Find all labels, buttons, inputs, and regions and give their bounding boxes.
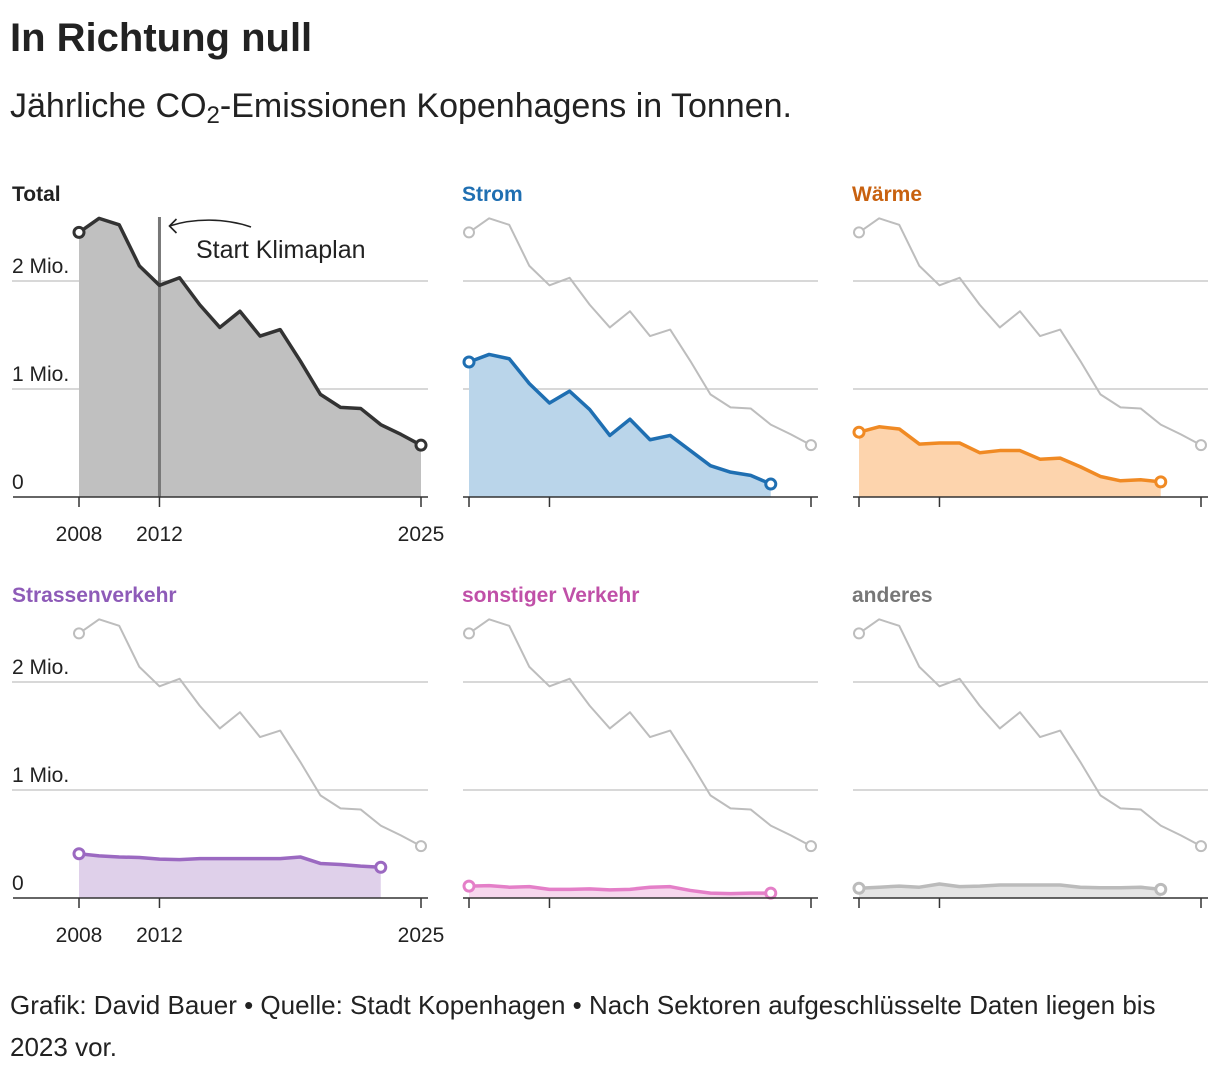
end-marker-total: [414, 438, 428, 452]
panel-anderes: anderes: [852, 584, 1208, 908]
subtitle-suffix: -Emissionen Kopenhagens in Tonnen.: [219, 87, 792, 125]
reference-end-marker: [1195, 840, 1207, 853]
x-tick-label: 2008: [56, 924, 103, 947]
x-tick-label: 2012: [136, 523, 183, 546]
area-total: [79, 218, 421, 498]
series-line-strom: [468, 352, 772, 486]
reference-start-marker: [463, 627, 475, 640]
chart-title: In Richtung null: [10, 16, 313, 60]
start-marker-total: [72, 225, 86, 239]
x-tick-label: 2008: [56, 523, 103, 546]
panel-title-anderes: anderes: [852, 584, 933, 607]
panel-strassenverkehr: Strassenverkehr 0 1 Mio. 2 Mio. 2008 2012 2025: [12, 584, 444, 947]
y-tick-label: 1 Mio.: [12, 764, 69, 787]
end-marker-anderes: [1154, 882, 1168, 896]
reference-total-line: [468, 217, 812, 447]
area-waerme: [859, 426, 1161, 497]
series-line-waerme: [858, 425, 1161, 484]
area-strom: [469, 354, 771, 497]
reference-total-line: [468, 618, 812, 848]
x-tick-label: 2025: [398, 924, 445, 947]
end-marker-waerme: [1154, 475, 1168, 489]
panel-title-waerme: Wärme: [852, 183, 922, 206]
panel-title-strassenverkehr: Strassenverkehr: [12, 584, 177, 607]
area-strassenverkehr: [79, 853, 381, 898]
reference-total-line: [858, 217, 1202, 447]
reference-end-marker: [805, 439, 817, 452]
subtitle-subscript: 2: [206, 102, 220, 129]
annotation-arrowhead: [168, 218, 178, 234]
reference-start-marker: [853, 226, 865, 239]
reference-start-marker: [73, 627, 85, 640]
start-marker-sonstiger-verkehr: [462, 879, 476, 893]
end-marker-strassenverkehr: [374, 860, 388, 874]
panel-title-total: Total: [12, 183, 61, 206]
subtitle-prefix: Jährliche CO: [10, 87, 207, 125]
panel-title-sonstiger-verkehr: sonstiger Verkehr: [462, 584, 639, 607]
y-tick-label: 2 Mio.: [12, 255, 69, 278]
series-line-total: [77, 216, 422, 447]
series-line-sonstiger-verkehr: [468, 883, 771, 896]
reference-total-line: [858, 618, 1202, 848]
reference-end-marker: [415, 840, 427, 853]
annotation-label: Start Klimaplan: [196, 236, 366, 264]
series-line-anderes: [858, 882, 1161, 892]
y-tick-label: 0: [12, 471, 24, 494]
x-tick-label: 2025: [398, 523, 445, 546]
y-tick-label: 1 Mio.: [12, 363, 69, 386]
chart-subtitle: Jährliche CO2-Emissionen Kopenhagens in …: [10, 84, 792, 128]
start-marker-strassenverkehr: [72, 847, 86, 861]
y-tick-label: 0: [12, 872, 24, 895]
series-line-strassenverkehr: [78, 851, 381, 869]
reference-total-line: [78, 618, 422, 848]
panel-total: Total 0 1 Mio. 2 Mio. Start Klimaplan 2008 201…: [12, 183, 444, 546]
panel-strom: Strom: [462, 183, 818, 507]
annotation-arrow: [169, 219, 252, 228]
reference-end-marker: [1195, 439, 1207, 452]
start-marker-strom: [462, 355, 476, 369]
panel-waerme: Wärme: [852, 183, 1208, 507]
reference-start-marker: [463, 226, 475, 239]
start-marker-waerme: [852, 425, 866, 439]
end-marker-strom: [764, 477, 778, 491]
reference-start-marker: [853, 627, 865, 640]
source-footer: Grafik: David Bauer • Quelle: Stadt Kope…: [10, 990, 1156, 1062]
panel-sonstiger-verkehr: sonstiger Verkehr: [462, 584, 818, 908]
small-multiples-chart: Total 0 1 Mio. 2 Mio. Start Klimaplan 2008 201…: [12, 183, 1208, 947]
end-marker-sonstiger-verkehr: [764, 886, 778, 900]
y-tick-label: 2 Mio.: [12, 656, 69, 679]
x-tick-label: 2012: [136, 924, 183, 947]
reference-end-marker: [805, 840, 817, 853]
panel-title-strom: Strom: [462, 183, 523, 206]
start-marker-anderes: [852, 881, 866, 895]
